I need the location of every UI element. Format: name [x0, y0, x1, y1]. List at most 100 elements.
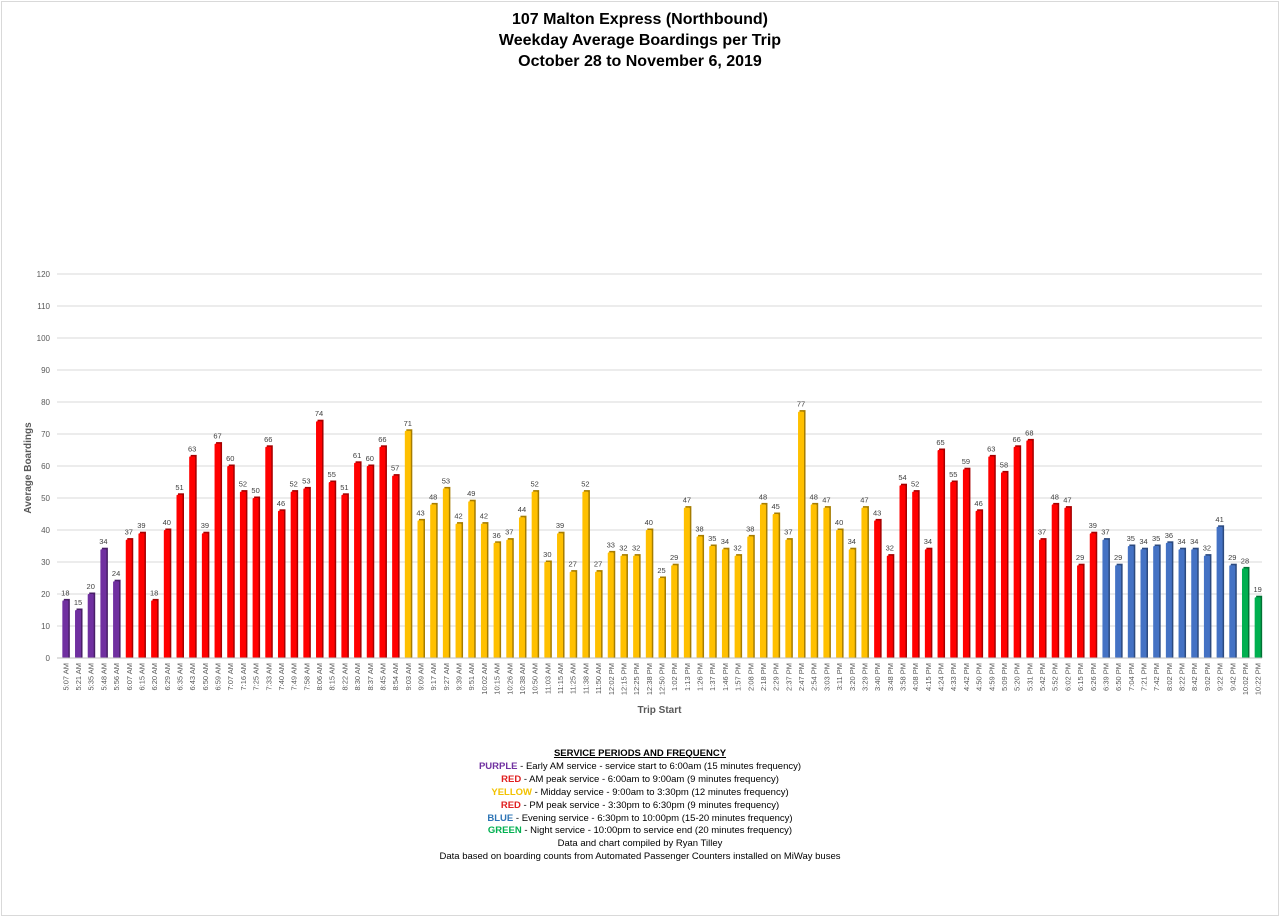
data-label: 39	[201, 521, 209, 530]
x-tick-label: 5:48 AM	[99, 663, 108, 691]
y-tick-label: 30	[41, 558, 50, 567]
x-tick-label: 9:17 AM	[429, 663, 438, 691]
x-tick-label: 9:09 AM	[417, 663, 426, 691]
bar	[138, 533, 145, 658]
legend-key: RED	[501, 773, 522, 785]
bar	[62, 600, 69, 658]
x-tick-label: 1:13 PM	[683, 663, 692, 691]
bar	[950, 482, 957, 658]
x-tick-label: 11:03 AM	[543, 663, 552, 694]
x-tick-label: 10:15 AM	[493, 663, 502, 695]
x-tick-label: 5:07 AM	[61, 663, 70, 691]
bar	[1191, 549, 1198, 658]
x-tick-label: 6:15 PM	[1076, 663, 1085, 691]
data-label: 66	[1012, 435, 1020, 444]
x-tick-label: 5:35 AM	[87, 663, 96, 691]
data-label: 32	[1203, 544, 1211, 553]
legend-item: RED - AM peak service - 6:00am to 9:00am…	[0, 774, 1280, 787]
x-tick-label: 5:42 PM	[1038, 663, 1047, 691]
x-tick-label: 2:54 PM	[810, 663, 819, 691]
x-tick-label: 3:40 PM	[873, 663, 882, 691]
x-tick-label: 6:07 AM	[125, 663, 134, 691]
x-tick-label: 3:48 PM	[886, 663, 895, 691]
x-tick-label: 12:15 PM	[619, 663, 628, 695]
legend-heading: SERVICE PERIODS AND FREQUENCY	[553, 748, 727, 759]
data-label: 32	[632, 544, 640, 553]
data-label: 35	[1127, 534, 1135, 543]
bar	[189, 456, 196, 658]
bar	[1102, 539, 1109, 658]
y-axis-title: Average Boardings	[23, 422, 34, 514]
x-tick-label: 12:38 PM	[645, 663, 654, 695]
x-tick-label: 6:50 AM	[201, 663, 210, 691]
y-tick-label: 60	[41, 462, 50, 471]
bar	[633, 555, 640, 658]
bar	[455, 523, 462, 658]
data-label: 19	[1253, 585, 1261, 594]
data-label: 32	[733, 544, 741, 553]
x-tick-label: 5:09 PM	[1000, 663, 1009, 691]
y-tick-label: 0	[46, 654, 51, 663]
data-label: 44	[518, 505, 526, 514]
x-tick-label: 1:46 PM	[721, 663, 730, 691]
data-label: 42	[454, 512, 462, 521]
bar	[163, 530, 170, 658]
data-label: 32	[619, 544, 627, 553]
bar	[683, 507, 690, 658]
data-label: 37	[125, 528, 133, 537]
bar	[1000, 472, 1007, 658]
bar	[861, 507, 868, 658]
data-label: 37	[1038, 528, 1046, 537]
x-tick-label: 1:26 PM	[696, 663, 705, 691]
x-tick-label: 1:02 PM	[670, 663, 679, 691]
bar	[1140, 549, 1147, 658]
data-label: 30	[543, 550, 551, 559]
bar	[937, 450, 944, 658]
x-tick-label: 10:02 AM	[480, 663, 489, 695]
bar	[1051, 504, 1058, 658]
legend-text: - Night service - 10:00pm to service end…	[521, 825, 793, 837]
bar	[531, 491, 538, 658]
x-tick-label: 6:39 PM	[1101, 663, 1110, 691]
bar	[595, 571, 602, 658]
bar	[1165, 542, 1172, 658]
data-label: 46	[277, 499, 285, 508]
bar	[645, 530, 652, 658]
data-label: 29	[670, 553, 678, 562]
bar	[75, 610, 82, 658]
bar	[1039, 539, 1046, 658]
data-label: 39	[1089, 521, 1097, 530]
bar	[1178, 549, 1185, 658]
data-label: 49	[467, 489, 475, 498]
bar	[252, 498, 259, 658]
bar	[1026, 440, 1033, 658]
data-label: 51	[175, 483, 183, 492]
bar	[798, 411, 805, 658]
legend-text: - PM peak service - 3:30pm to 6:30pm (9 …	[520, 799, 780, 811]
data-label: 18	[61, 588, 69, 597]
bar	[747, 536, 754, 658]
legend-key: GREEN	[487, 825, 522, 837]
data-label: 53	[442, 476, 450, 485]
x-tick-label: 9:03 AM	[404, 663, 413, 691]
x-tick-label: 7:07 AM	[226, 663, 235, 691]
data-label: 29	[1114, 553, 1122, 562]
data-label: 77	[797, 400, 805, 409]
bar	[582, 491, 589, 658]
data-label: 34	[848, 537, 856, 546]
bar	[899, 485, 906, 658]
x-tick-label: 5:20 PM	[1013, 663, 1022, 691]
x-tick-label: 6:43 AM	[188, 663, 197, 691]
x-tick-label: 2:08 PM	[746, 663, 755, 691]
bar	[734, 555, 741, 658]
chart-title: 107 Malton Express (Northbound)	[511, 11, 769, 28]
bar	[1064, 507, 1071, 658]
x-tick-label: 5:31 PM	[1025, 663, 1034, 691]
x-tick-label: 7:33 AM	[264, 663, 273, 691]
x-tick-label: 9:27 AM	[442, 663, 451, 691]
bar	[277, 510, 284, 658]
bar	[480, 523, 487, 658]
chart-subtitle-2: October 28 to November 6, 2019	[518, 53, 762, 70]
data-label: 39	[556, 521, 564, 530]
y-tick-label: 50	[41, 494, 50, 503]
